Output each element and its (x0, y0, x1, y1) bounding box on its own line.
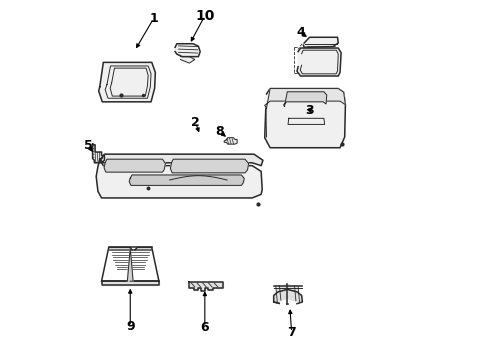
Polygon shape (175, 44, 200, 57)
Text: 7: 7 (287, 326, 296, 339)
Text: 1: 1 (149, 12, 158, 25)
Polygon shape (265, 89, 345, 148)
Polygon shape (303, 37, 338, 47)
Text: 9: 9 (126, 320, 135, 333)
Text: 4: 4 (296, 27, 305, 40)
Polygon shape (129, 175, 245, 185)
Polygon shape (127, 248, 133, 281)
Polygon shape (171, 159, 248, 173)
Text: 5: 5 (84, 139, 93, 152)
Polygon shape (93, 144, 104, 163)
Polygon shape (284, 92, 327, 107)
Polygon shape (297, 48, 341, 76)
Polygon shape (96, 159, 262, 198)
Polygon shape (265, 89, 345, 108)
Text: 8: 8 (216, 125, 224, 138)
Text: 10: 10 (195, 9, 215, 23)
Polygon shape (287, 284, 302, 303)
Polygon shape (224, 138, 237, 144)
Polygon shape (98, 62, 155, 102)
Polygon shape (190, 282, 223, 291)
Polygon shape (100, 154, 263, 166)
Text: 6: 6 (200, 320, 209, 333)
Text: 3: 3 (305, 104, 314, 117)
Polygon shape (101, 281, 159, 285)
Polygon shape (274, 284, 287, 303)
Text: 2: 2 (191, 116, 200, 129)
Polygon shape (180, 57, 195, 63)
Polygon shape (104, 159, 166, 172)
